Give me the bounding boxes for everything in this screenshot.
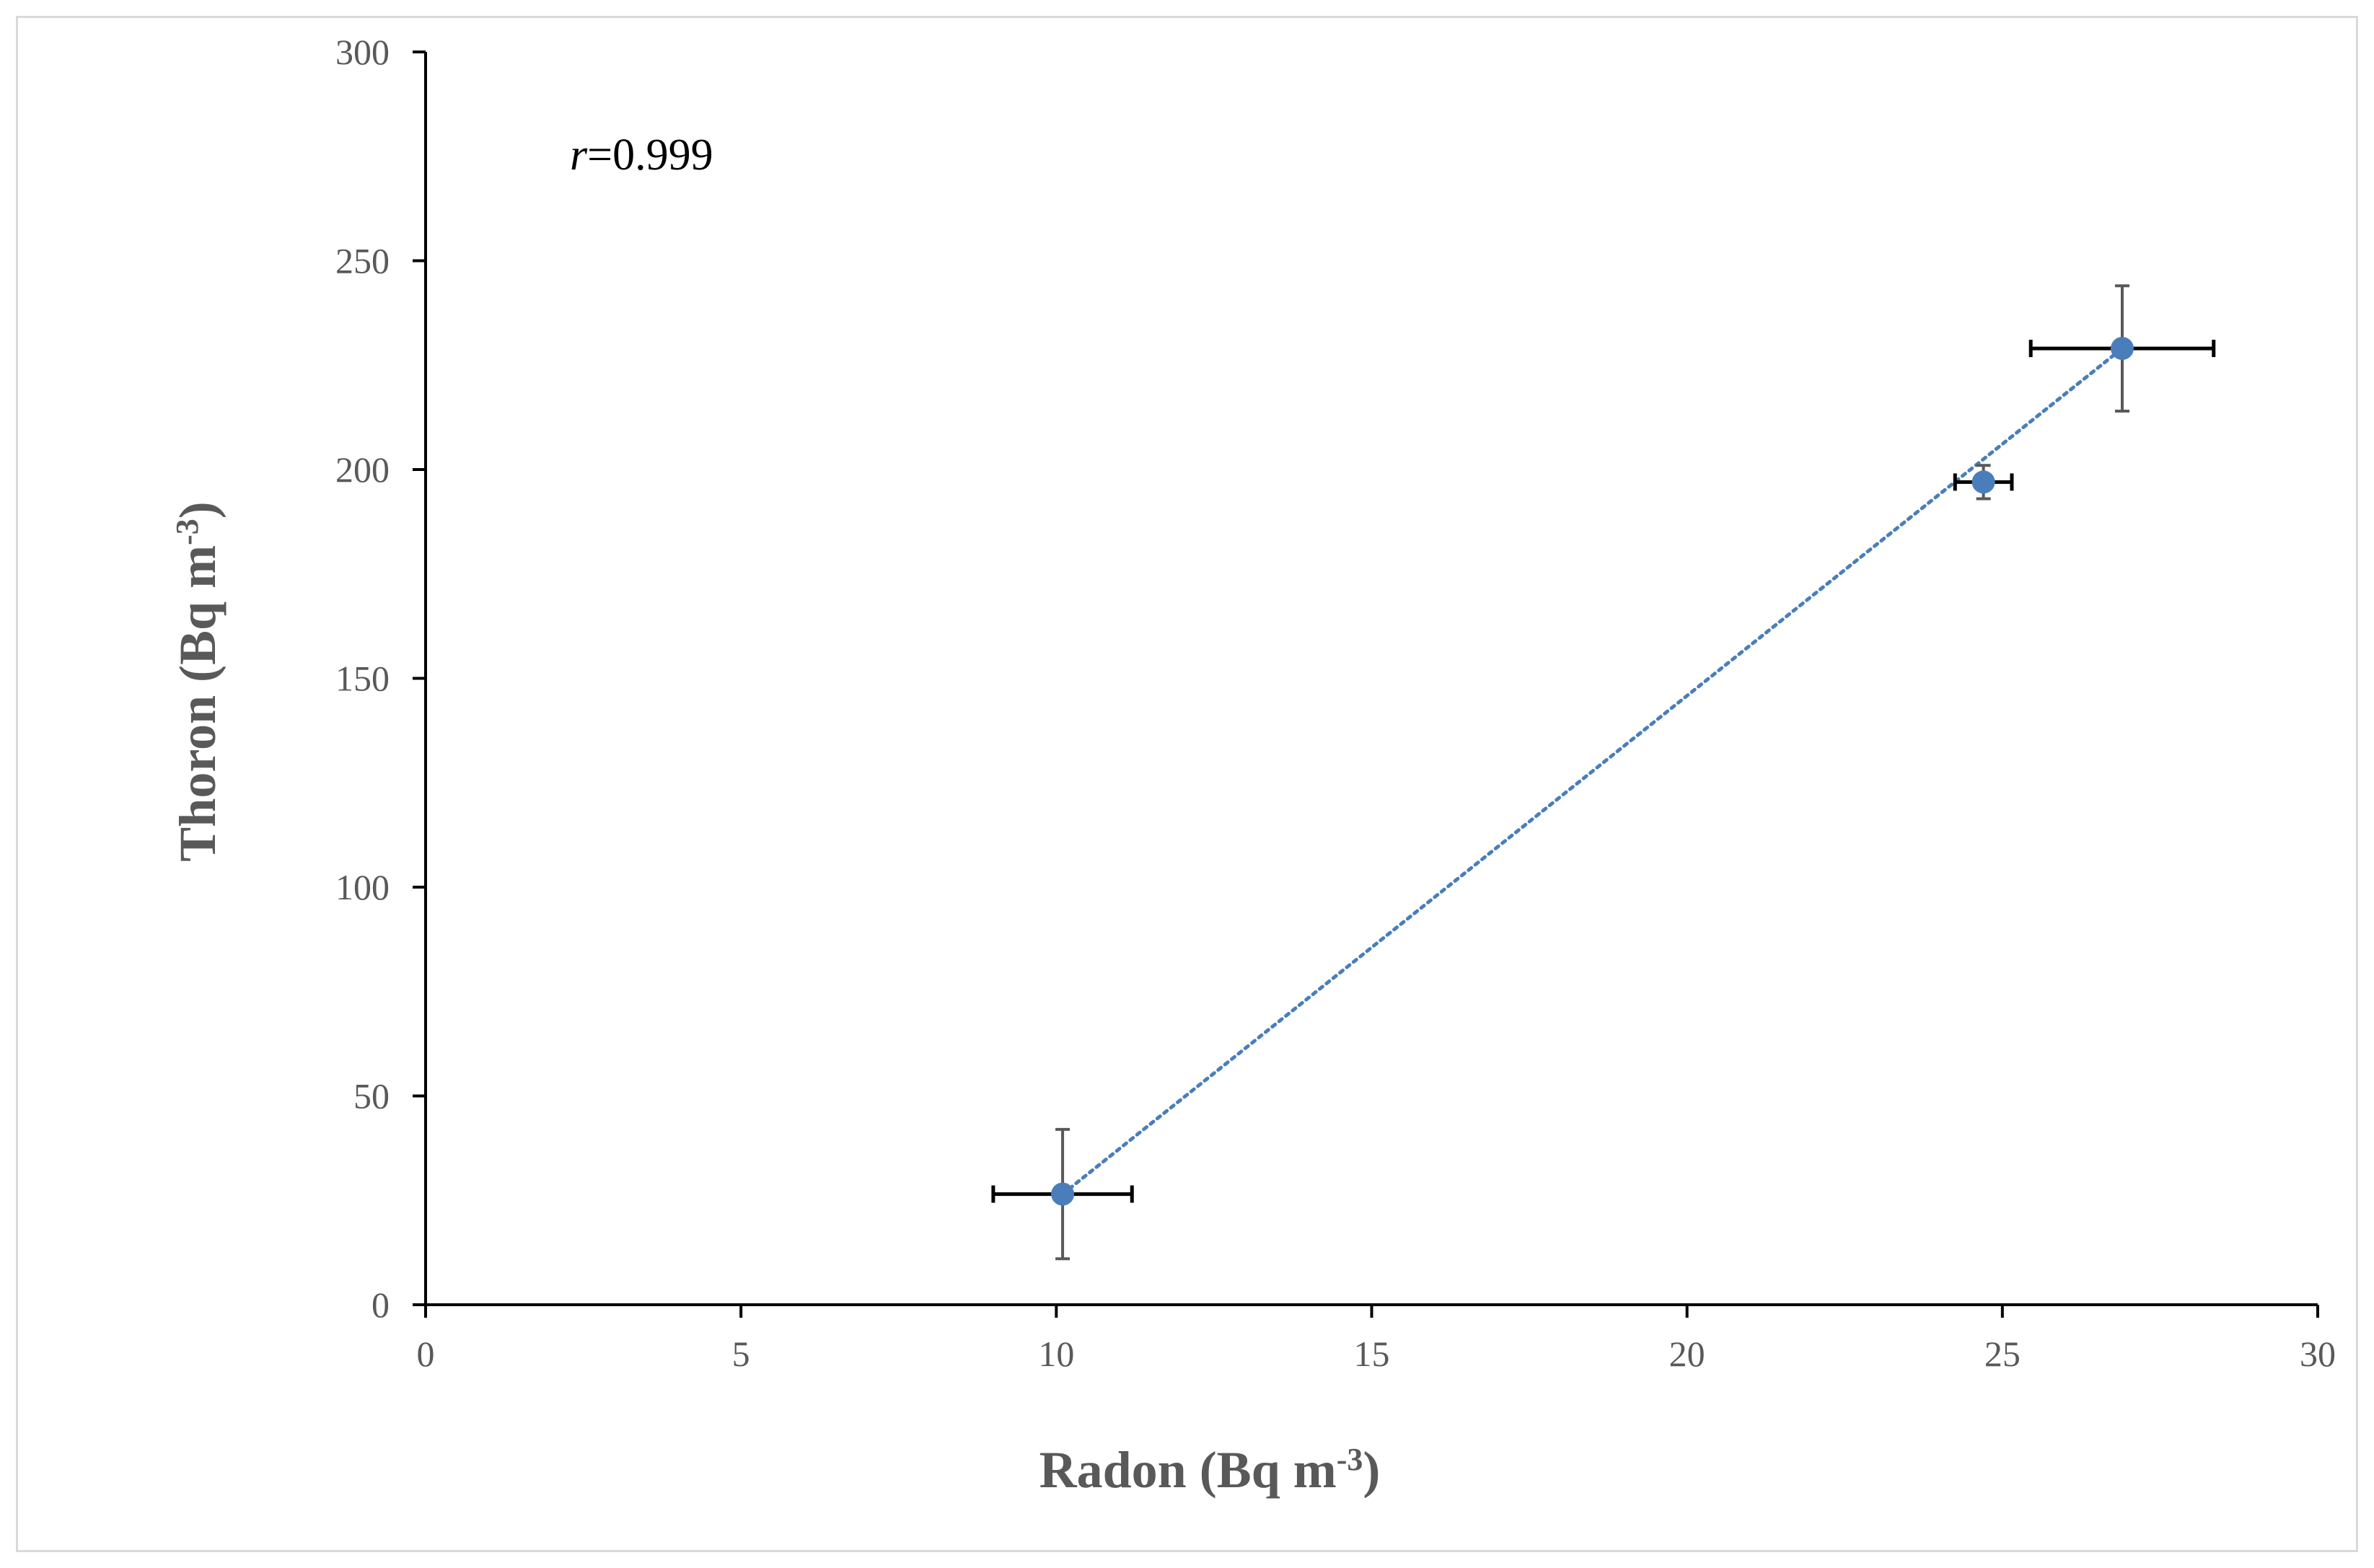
chart-frame [16,16,2358,1552]
y-tick-label: 100 [335,867,390,907]
y-tick-label: 0 [372,1285,390,1325]
data-point [2110,337,2134,361]
points-layer [1051,337,2134,1206]
x-tick-label: 15 [1354,1334,1390,1374]
y-tick-label: 50 [353,1076,390,1116]
correlation-annotation: r=0.999 [570,131,713,180]
x-tick-label: 5 [732,1334,750,1374]
x-tick-label: 25 [1984,1334,2021,1374]
error-bars-layer [991,284,2216,1261]
data-point [1051,1182,1075,1206]
annotation-variable: r [570,131,588,180]
x-axis-title: Radon (Bq m-3) [1039,1441,1381,1499]
trendline [1060,346,2124,1197]
y-tick-label: 200 [335,449,390,490]
x-tick-label: 0 [417,1334,435,1374]
y-tick-label: 150 [335,659,390,699]
y-axis-title: Thoron (Bq m-3) [169,501,227,861]
trendline-layer [1060,346,2124,1197]
x-tick-label: 30 [2300,1334,2336,1374]
x-tick-label: 20 [1669,1334,1705,1374]
y-tick-label: 250 [335,241,390,281]
x-tick-label: 10 [1038,1334,1074,1374]
y-tick-label: 300 [335,32,390,72]
data-point [1971,470,1995,494]
annotation-value: =0.999 [587,131,713,180]
